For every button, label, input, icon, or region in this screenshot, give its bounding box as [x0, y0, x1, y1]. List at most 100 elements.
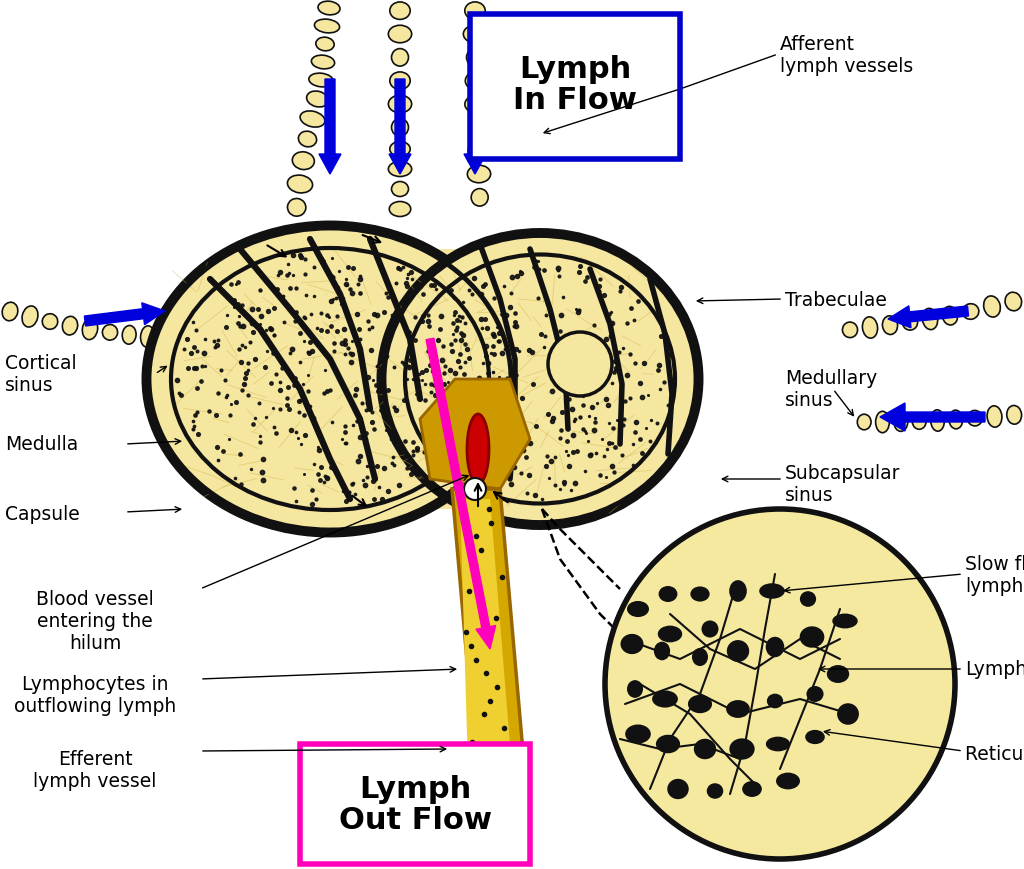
Ellipse shape: [389, 202, 411, 217]
Text: Lymph
In Flow: Lymph In Flow: [513, 56, 637, 115]
Ellipse shape: [465, 96, 488, 114]
Ellipse shape: [467, 166, 490, 183]
Text: Blood vessel
entering the
hilum: Blood vessel entering the hilum: [36, 589, 154, 653]
Ellipse shape: [145, 225, 515, 534]
Ellipse shape: [729, 739, 755, 760]
Ellipse shape: [388, 26, 412, 43]
Text: Reticular fiber: Reticular fiber: [965, 745, 1024, 764]
Ellipse shape: [658, 587, 678, 602]
Ellipse shape: [766, 737, 791, 752]
Ellipse shape: [288, 176, 312, 194]
Ellipse shape: [292, 153, 314, 170]
Ellipse shape: [984, 296, 1000, 318]
Ellipse shape: [463, 26, 486, 43]
Ellipse shape: [2, 303, 17, 322]
Ellipse shape: [140, 327, 155, 348]
Ellipse shape: [727, 640, 750, 662]
Ellipse shape: [843, 322, 857, 338]
Ellipse shape: [862, 317, 878, 339]
Ellipse shape: [931, 410, 944, 432]
Ellipse shape: [627, 680, 643, 698]
Text: Efferent
lymph vessel: Efferent lymph vessel: [34, 749, 157, 790]
Ellipse shape: [288, 199, 306, 217]
Ellipse shape: [469, 119, 486, 137]
FancyArrow shape: [426, 339, 496, 649]
Ellipse shape: [42, 315, 57, 330]
Ellipse shape: [690, 587, 710, 602]
Ellipse shape: [968, 411, 982, 427]
FancyArrow shape: [319, 80, 341, 175]
Ellipse shape: [388, 96, 412, 114]
Ellipse shape: [654, 642, 670, 660]
Ellipse shape: [833, 614, 858, 629]
Ellipse shape: [963, 304, 979, 320]
Polygon shape: [420, 249, 510, 509]
Polygon shape: [452, 489, 528, 809]
Ellipse shape: [657, 626, 682, 643]
Ellipse shape: [894, 413, 907, 432]
Ellipse shape: [857, 415, 871, 430]
Ellipse shape: [902, 315, 918, 331]
Circle shape: [548, 333, 612, 396]
Ellipse shape: [742, 781, 762, 797]
Ellipse shape: [621, 634, 643, 654]
Ellipse shape: [102, 325, 118, 341]
Ellipse shape: [883, 316, 898, 335]
Text: Lymphocytes in
outflowing lymph: Lymphocytes in outflowing lymph: [14, 674, 176, 715]
Ellipse shape: [159, 331, 173, 347]
Ellipse shape: [314, 20, 340, 34]
Ellipse shape: [465, 73, 485, 90]
Ellipse shape: [766, 637, 784, 658]
Ellipse shape: [668, 779, 689, 799]
Ellipse shape: [692, 648, 708, 667]
Ellipse shape: [688, 695, 712, 713]
Ellipse shape: [471, 189, 488, 207]
Ellipse shape: [1007, 406, 1022, 425]
Ellipse shape: [1005, 293, 1022, 311]
Ellipse shape: [987, 407, 1001, 428]
Ellipse shape: [800, 592, 816, 607]
Ellipse shape: [467, 50, 483, 67]
Ellipse shape: [837, 703, 859, 725]
Ellipse shape: [923, 309, 938, 330]
Ellipse shape: [467, 415, 489, 484]
FancyArrow shape: [888, 307, 969, 328]
Circle shape: [464, 479, 486, 501]
Ellipse shape: [465, 3, 485, 20]
Ellipse shape: [912, 415, 926, 430]
Ellipse shape: [306, 92, 329, 108]
Polygon shape: [420, 380, 530, 489]
Ellipse shape: [391, 182, 409, 197]
Ellipse shape: [805, 730, 824, 744]
Circle shape: [605, 509, 955, 859]
Ellipse shape: [391, 50, 409, 67]
Text: Subcapsular
sinus: Subcapsular sinus: [785, 464, 900, 505]
Ellipse shape: [826, 666, 849, 683]
Ellipse shape: [626, 725, 651, 744]
Ellipse shape: [318, 2, 340, 16]
Ellipse shape: [300, 112, 325, 128]
Ellipse shape: [807, 687, 823, 702]
Text: Afferent
lymph vessels: Afferent lymph vessels: [780, 35, 913, 76]
Text: Cortical
sinus: Cortical sinus: [5, 354, 77, 395]
Ellipse shape: [656, 735, 680, 753]
Ellipse shape: [122, 326, 136, 345]
Ellipse shape: [315, 38, 334, 52]
Text: Capsule: Capsule: [5, 505, 80, 524]
Text: Medullary
sinus: Medullary sinus: [785, 369, 878, 410]
Ellipse shape: [726, 700, 750, 718]
Text: Lymphocyte: Lymphocyte: [965, 660, 1024, 679]
FancyArrow shape: [464, 80, 486, 175]
Text: Lymph
Out Flow: Lymph Out Flow: [339, 774, 492, 833]
Ellipse shape: [942, 307, 957, 326]
Ellipse shape: [694, 739, 716, 760]
Polygon shape: [460, 500, 512, 769]
Ellipse shape: [759, 584, 784, 599]
Ellipse shape: [707, 783, 723, 799]
Text: Slow flowing
lymph: Slow flowing lymph: [965, 554, 1024, 594]
Ellipse shape: [701, 620, 719, 638]
Ellipse shape: [390, 143, 411, 157]
FancyBboxPatch shape: [300, 744, 530, 864]
Ellipse shape: [652, 691, 678, 707]
Ellipse shape: [82, 319, 97, 341]
